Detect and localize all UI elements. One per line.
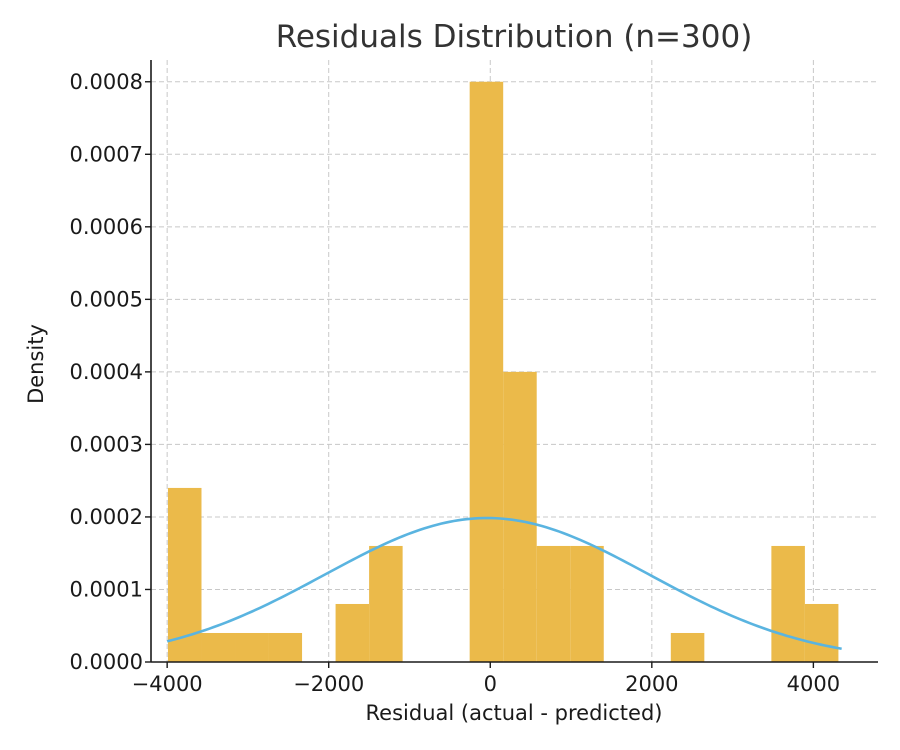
x-tick-label: 4000 [787, 672, 840, 696]
x-tick-label: −2000 [293, 672, 364, 696]
y-tick-label: 0.0001 [70, 577, 143, 601]
chart-title: Residuals Distribution (n=300) [276, 19, 753, 55]
y-tick-label: 0.0003 [70, 432, 143, 456]
x-tick-label: 2000 [625, 672, 678, 696]
histogram-bar [235, 632, 269, 662]
y-tick-label: 0.0006 [70, 215, 143, 239]
y-tick-label: 0.0005 [70, 287, 143, 311]
histogram-bar [201, 632, 236, 662]
x-axis-label: Residual (actual - predicted) [366, 701, 663, 725]
x-tick-label: −4000 [132, 672, 203, 696]
histogram-bar [771, 545, 805, 662]
histogram-bar [570, 545, 604, 662]
normal-density-curve [166, 516, 842, 651]
histogram-bar [369, 545, 403, 662]
histogram-bars [167, 81, 839, 662]
y-axis-ticks: 0.0000 0.0001 0.0002 0.0003 0.0004 0.0005 0.00… [70, 70, 151, 674]
x-axis-ticks: −4000 −2000 0 2000 4000 [132, 662, 840, 696]
histogram-bar [804, 603, 839, 662]
y-tick-label: 0.0004 [70, 360, 143, 384]
y-tick-label: 0.0002 [70, 505, 143, 529]
x-tick-label: 0 [484, 672, 497, 696]
histogram-bar [268, 632, 303, 662]
histogram-bar [335, 603, 370, 662]
histogram-bar [503, 371, 537, 662]
histogram-bar [670, 632, 705, 662]
y-axis-label: Density [24, 324, 48, 404]
histogram-bar [536, 545, 571, 662]
y-tick-label: 0.0007 [70, 142, 143, 166]
histogram-bar [469, 81, 504, 662]
y-tick-label: 0.0000 [70, 650, 143, 674]
y-tick-label: 0.0008 [70, 70, 143, 94]
